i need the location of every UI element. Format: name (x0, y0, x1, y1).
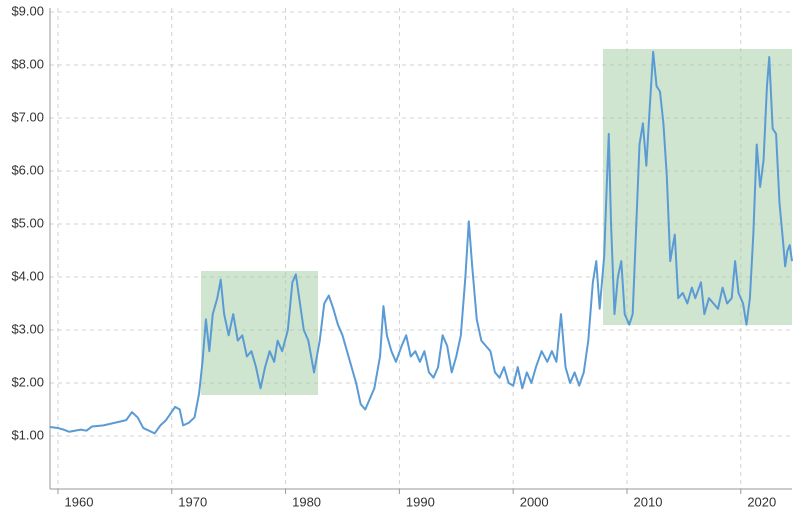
y-tick-label: $7.00 (11, 109, 44, 124)
highlight-region (603, 49, 792, 325)
x-tick-label: 2000 (520, 494, 549, 509)
y-tick-label: $2.00 (11, 374, 44, 389)
y-tick-label: $5.00 (11, 215, 44, 230)
series-line (49, 50, 793, 435)
y-tick-label: $9.00 (11, 3, 44, 18)
x-tick-label: 2010 (634, 494, 663, 509)
y-tick-label: $3.00 (11, 321, 44, 336)
x-tick-label: 2020 (747, 494, 776, 509)
y-tick-label: $8.00 (11, 56, 44, 71)
y-tick-label: $6.00 (11, 162, 44, 177)
x-tick-label: 1980 (292, 494, 321, 509)
x-tick-label: 1960 (65, 494, 94, 509)
y-tick-label: $4.00 (11, 268, 44, 283)
x-tick-label: 1990 (406, 494, 435, 509)
x-tick-label: 1970 (178, 494, 207, 509)
y-tick-label: $1.00 (11, 427, 44, 442)
